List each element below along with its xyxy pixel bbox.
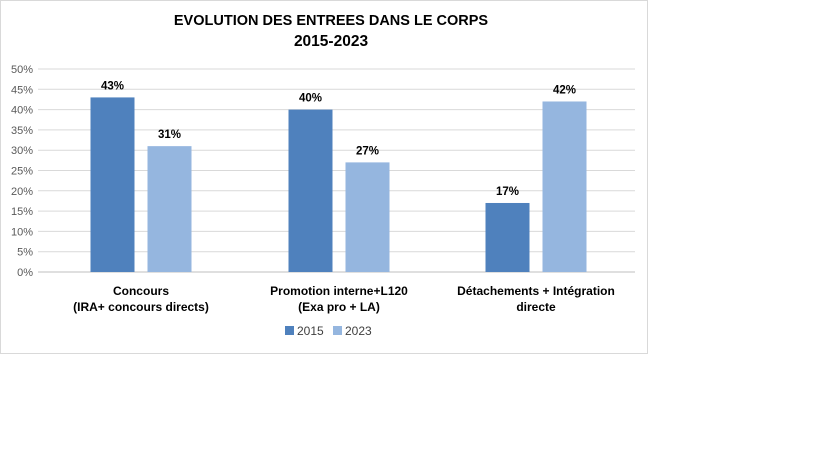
bar-2023 [542, 101, 587, 272]
category-label: Détachements + Intégration [457, 284, 615, 298]
legend-swatch-2015 [285, 326, 294, 335]
bar-2015 [485, 202, 530, 272]
y-tick-label: 35% [11, 125, 33, 137]
bar-chart: 0% 5% 10% 15% 20% 25% 30% 35% 40% 45% 50% 43% 40% 17%… [11, 64, 635, 338]
bar-2023 [345, 162, 390, 272]
y-tick-label: 5% [17, 247, 33, 259]
category-label: (Exa pro + LA) [298, 300, 380, 314]
data-label-2015: 17% [496, 186, 519, 198]
y-tick-label: 25% [11, 166, 33, 178]
category-label: Concours [113, 284, 169, 298]
y-tick-label: 50% [11, 64, 33, 76]
y-tick-label: 0% [17, 267, 33, 279]
y-tick-label: 40% [11, 105, 33, 117]
bar-2015 [90, 97, 135, 272]
legend-label-2015: 2015 [297, 324, 324, 338]
data-label-2023: 42% [553, 84, 576, 96]
y-tick-label: 45% [11, 84, 33, 96]
category-label: Promotion interne+L120 [270, 284, 408, 298]
data-label-2015: 40% [299, 93, 322, 105]
chart-title: EVOLUTION DES ENTREES DANS LE CORPS [173, 13, 489, 29]
chart-frame: EVOLUTION DES ENTREES DANS LE CORPS 2015… [0, 0, 648, 354]
data-label-2015: 43% [101, 80, 124, 92]
category-label: (IRA+ concours directs) [73, 300, 209, 314]
legend-label-2023: 2023 [345, 324, 372, 338]
category-label: directe [516, 300, 556, 314]
chart-subtitle-period: 2015-2023 [293, 33, 369, 50]
bar-2023 [147, 146, 192, 272]
data-label-2023: 27% [356, 145, 379, 157]
y-tick-label: 20% [11, 186, 33, 198]
data-label-2023: 31% [158, 129, 181, 141]
legend-swatch-2023 [333, 326, 342, 335]
y-tick-label: 30% [11, 145, 33, 157]
y-tick-label: 10% [11, 226, 33, 238]
bar-2015 [288, 109, 333, 272]
y-tick-label: 15% [11, 206, 33, 218]
